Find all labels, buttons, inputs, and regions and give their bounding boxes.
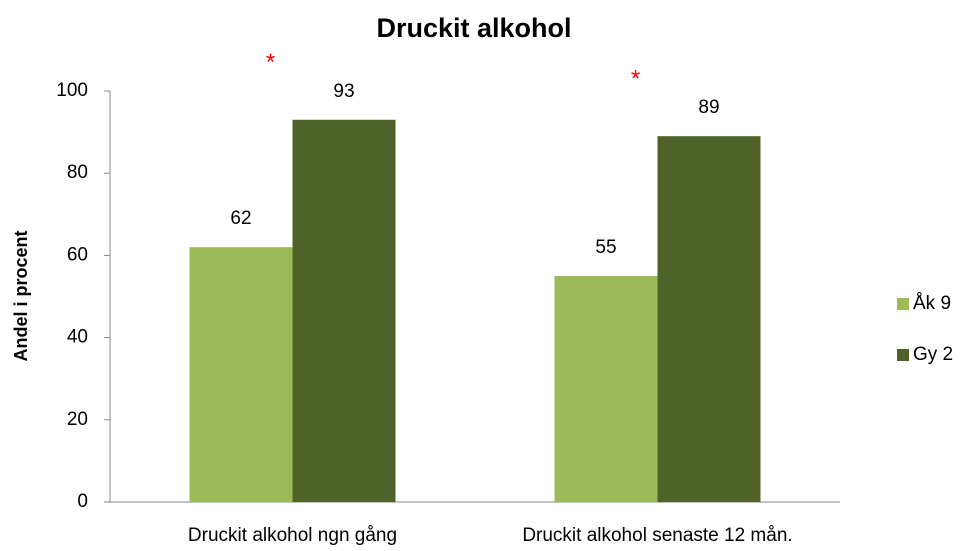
data-label: 93 xyxy=(333,81,354,102)
x-tick-label: Druckit alkohol ngn gång xyxy=(188,525,397,546)
chart-title: Druckit alkohol xyxy=(376,13,571,43)
data-label: 89 xyxy=(698,97,719,118)
bar xyxy=(189,247,293,502)
y-axis-label: Andel i procent xyxy=(11,230,31,361)
legend-swatch xyxy=(897,298,909,310)
y-tick-label: 40 xyxy=(67,327,88,348)
y-tick-label: 60 xyxy=(67,244,88,265)
x-tick-label: Druckit alkohol senaste 12 mån. xyxy=(522,525,792,546)
bar xyxy=(554,275,658,502)
legend-label: Gy 2 xyxy=(913,344,953,365)
data-label: 55 xyxy=(595,237,616,258)
bar xyxy=(292,119,396,503)
annotation: * xyxy=(631,66,640,93)
data-label: 62 xyxy=(230,208,251,229)
y-tick-label: 0 xyxy=(77,491,88,512)
y-tick-label: 100 xyxy=(56,80,88,101)
y-tick-label: 80 xyxy=(67,162,88,183)
legend-swatch xyxy=(897,349,909,361)
y-tick-label: 20 xyxy=(67,409,88,430)
annotation: * xyxy=(266,49,275,76)
legend-label: Åk 9 xyxy=(913,293,951,314)
bar xyxy=(657,136,761,502)
